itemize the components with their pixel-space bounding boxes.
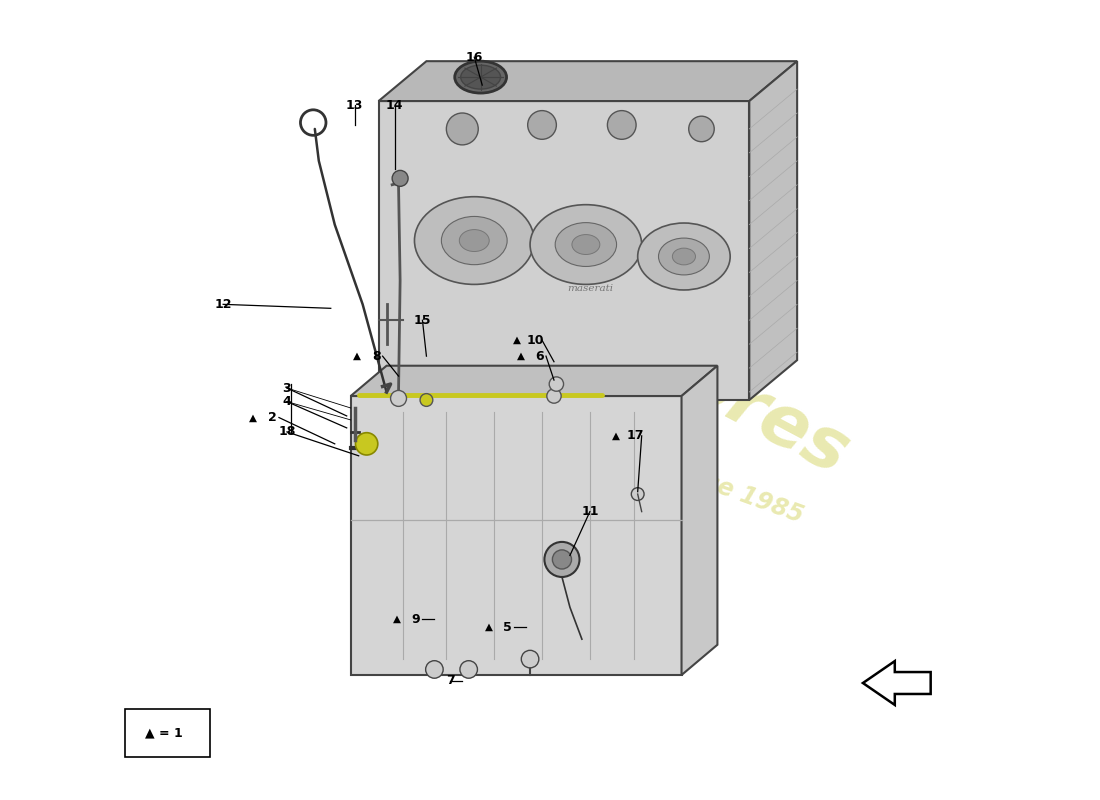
Text: ▲: ▲ xyxy=(393,614,400,624)
Circle shape xyxy=(552,550,572,569)
Circle shape xyxy=(447,113,478,145)
Polygon shape xyxy=(351,396,682,675)
Circle shape xyxy=(355,433,377,455)
Text: ▲: ▲ xyxy=(353,351,361,361)
Ellipse shape xyxy=(530,205,641,285)
Text: 8: 8 xyxy=(372,350,381,362)
Text: 7: 7 xyxy=(446,674,454,687)
Text: 12: 12 xyxy=(214,298,232,311)
Text: ▲: ▲ xyxy=(613,431,620,441)
Text: 11: 11 xyxy=(581,505,598,518)
Circle shape xyxy=(544,542,580,577)
Polygon shape xyxy=(749,61,798,400)
Text: euromotores: euromotores xyxy=(367,183,860,490)
Ellipse shape xyxy=(556,222,617,266)
Circle shape xyxy=(549,377,563,391)
Polygon shape xyxy=(351,366,717,396)
Text: ▲: ▲ xyxy=(517,351,525,361)
Ellipse shape xyxy=(572,234,600,254)
Ellipse shape xyxy=(638,223,730,290)
Circle shape xyxy=(460,661,477,678)
Polygon shape xyxy=(862,661,931,705)
Text: 5: 5 xyxy=(504,621,513,634)
Text: 9: 9 xyxy=(411,613,420,626)
Text: ▲ = 1: ▲ = 1 xyxy=(145,726,183,740)
Text: a passion for parts since 1985: a passion for parts since 1985 xyxy=(420,368,807,528)
Text: 18: 18 xyxy=(278,426,296,438)
Circle shape xyxy=(390,390,407,406)
Text: 13: 13 xyxy=(346,98,363,111)
Circle shape xyxy=(607,110,636,139)
Text: maserati: maserati xyxy=(566,284,613,293)
Text: 2: 2 xyxy=(268,411,277,424)
Circle shape xyxy=(392,170,408,186)
Circle shape xyxy=(420,394,432,406)
Text: 4: 4 xyxy=(283,395,292,408)
Circle shape xyxy=(689,116,714,142)
Ellipse shape xyxy=(415,197,535,285)
Text: 17: 17 xyxy=(627,430,645,442)
Ellipse shape xyxy=(672,248,695,265)
Polygon shape xyxy=(378,61,798,101)
Text: ▲: ▲ xyxy=(513,335,520,346)
Polygon shape xyxy=(682,366,717,675)
Text: 10: 10 xyxy=(527,334,544,346)
Ellipse shape xyxy=(659,238,710,275)
Circle shape xyxy=(631,488,645,501)
Text: 16: 16 xyxy=(465,50,483,64)
Circle shape xyxy=(547,389,561,403)
Text: 3: 3 xyxy=(283,382,292,394)
Polygon shape xyxy=(378,101,749,400)
Circle shape xyxy=(426,661,443,678)
Circle shape xyxy=(528,110,557,139)
Circle shape xyxy=(521,650,539,668)
Ellipse shape xyxy=(460,230,490,251)
Ellipse shape xyxy=(441,217,507,265)
Text: ▲: ▲ xyxy=(250,413,257,422)
Text: 14: 14 xyxy=(386,98,404,111)
Text: ▲: ▲ xyxy=(485,622,493,632)
Text: 6: 6 xyxy=(536,350,543,362)
Ellipse shape xyxy=(461,65,500,89)
Ellipse shape xyxy=(454,61,507,93)
FancyBboxPatch shape xyxy=(125,709,210,757)
Text: 15: 15 xyxy=(414,314,431,326)
